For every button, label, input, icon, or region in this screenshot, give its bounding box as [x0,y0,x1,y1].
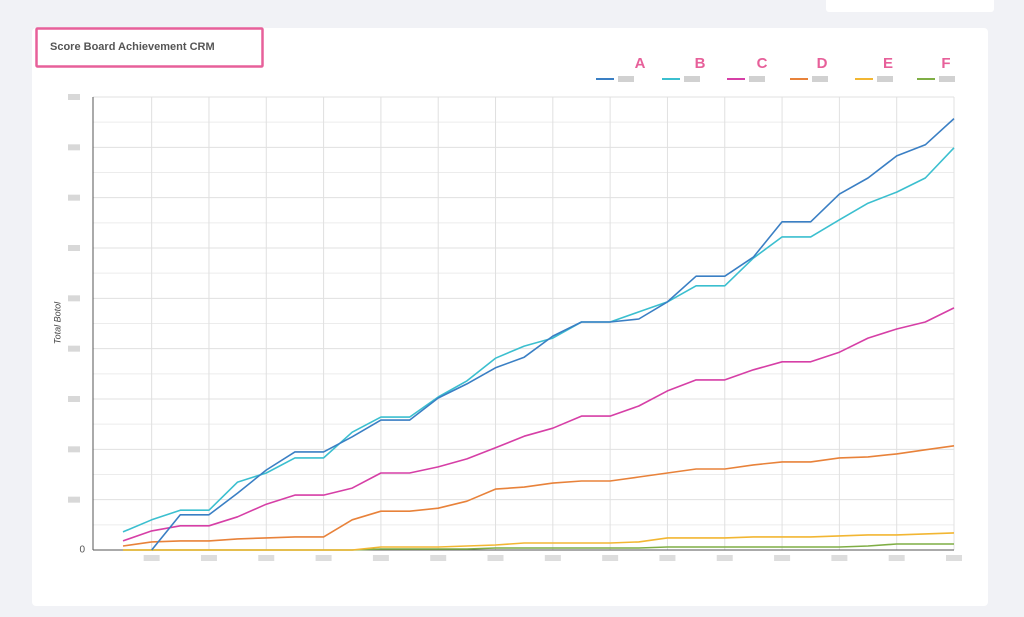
x-tick-label-blurred [487,555,504,561]
legend-label: F [941,55,950,72]
series-line [123,532,955,551]
series-line [122,445,955,547]
x-tick-label-blurred [774,555,791,561]
x-tick-label-blurred [544,555,561,561]
y-tick-label-blurred [68,245,80,251]
legend-label: C [757,55,768,72]
y-tick-label-blurred [68,144,80,151]
x-tick-label-blurred [430,555,447,561]
top-panel [826,0,994,12]
legend: A B C D E F [596,55,955,82]
legend-name-blurred [877,76,893,82]
y-tick-label-blurred [68,194,80,201]
y-tick-label-blurred [68,94,80,100]
plot [122,118,955,551]
y-axis-label: Total Botol [52,301,62,344]
x-tick-label-blurred [946,555,962,561]
series-line [151,118,955,551]
y-tick-label-blurred [68,295,80,302]
y-tick-label-blurred [68,446,80,453]
x-tick-label-blurred [258,555,275,561]
x-tick-label-blurred [888,555,905,561]
x-tick-label-blurred [143,555,160,561]
legend-label: B [695,55,706,72]
x-tick-label-blurred [200,555,217,561]
legend-label: A [635,55,646,72]
title-highlight [35,27,264,68]
x-tick-label-blurred [659,555,676,561]
x-tick-label-blurred [372,555,389,561]
y-tick-label-blurred [68,496,80,503]
y-tick-label-blurred [68,396,80,402]
legend-name-blurred [749,76,765,82]
x-tick-label-blurred [831,555,848,561]
chart-title: Score Board Achievement CRM [50,41,215,53]
x-tick-label-blurred [602,555,619,561]
legend-label: D [817,55,828,72]
legend-name-blurred [618,76,634,82]
legend-name-blurred [939,76,955,82]
x-tick-label-blurred [716,555,733,561]
series-line [122,307,955,542]
legend-name-blurred [812,76,828,82]
legend-name-blurred [684,76,700,82]
y-tick-label-blurred [68,345,80,352]
card [32,28,988,606]
y-tick-label: 0 [79,545,85,556]
x-tick-label-blurred [315,555,332,561]
legend-label: E [883,55,893,72]
